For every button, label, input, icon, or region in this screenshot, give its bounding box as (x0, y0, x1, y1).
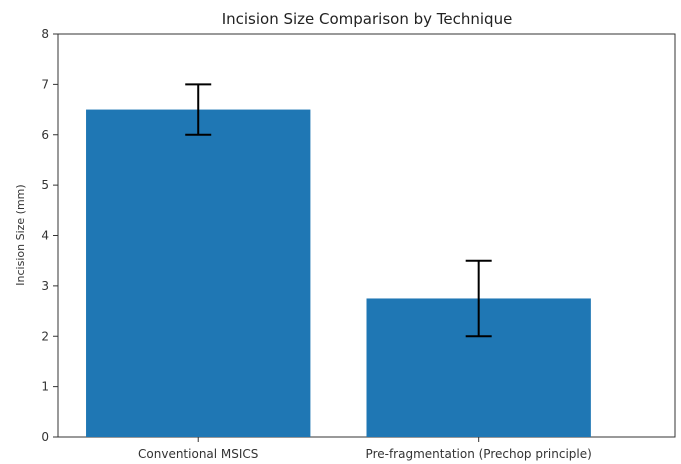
error-bar-1 (185, 83, 212, 136)
y-tick-label: 8 (41, 27, 49, 41)
y-tick-label: 1 (41, 380, 49, 394)
y-tick-label: 6 (41, 128, 49, 142)
x-axis: Conventional MSICS Pre-fragmentation (Pre… (138, 437, 592, 461)
chart-title: Incision Size Comparison by Technique (222, 10, 513, 28)
y-tick-label: 7 (41, 77, 49, 91)
y-tick-label: 5 (41, 178, 49, 192)
y-tick-label: 0 (41, 430, 49, 444)
y-tick-label: 3 (41, 279, 49, 293)
x-tick-label: Conventional MSICS (138, 447, 258, 461)
error-bar-2 (465, 259, 492, 338)
y-tick-label: 4 (41, 229, 49, 243)
y-tick-label: 2 (41, 329, 49, 343)
x-tick-label: Pre-fragmentation (Prechop principle) (366, 447, 592, 461)
y-axis-label: Incision Size (mm) (14, 184, 27, 285)
bar-1 (86, 109, 311, 437)
y-axis: 0 1 2 3 4 5 6 7 8 (41, 27, 58, 444)
error-bars-layer (185, 83, 492, 338)
bars-layer (86, 109, 591, 437)
